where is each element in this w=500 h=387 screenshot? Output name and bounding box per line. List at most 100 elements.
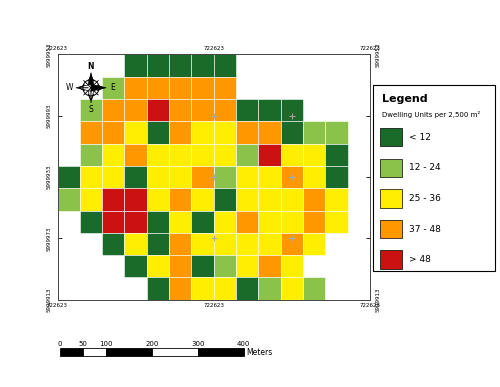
Text: 722623: 722623 <box>47 46 68 51</box>
Bar <box>102 233 124 255</box>
Bar <box>192 277 214 300</box>
Bar <box>102 188 124 211</box>
Bar <box>192 121 214 144</box>
Bar <box>258 277 280 300</box>
Bar <box>147 77 169 99</box>
Bar <box>258 255 280 277</box>
Text: S: S <box>88 105 94 114</box>
Bar <box>124 166 147 188</box>
Text: 5999953: 5999953 <box>376 42 380 67</box>
Bar <box>236 121 258 144</box>
Bar <box>280 255 303 277</box>
Bar <box>258 144 280 166</box>
Bar <box>124 255 147 277</box>
Text: 5999913: 5999913 <box>376 288 380 312</box>
Text: 300: 300 <box>191 341 204 347</box>
Bar <box>303 188 326 211</box>
Bar <box>214 99 236 121</box>
Bar <box>169 54 192 77</box>
Bar <box>214 144 236 166</box>
Text: 5999953: 5999953 <box>47 42 52 67</box>
Bar <box>147 188 169 211</box>
Bar <box>326 144 347 166</box>
Text: W: W <box>66 83 73 92</box>
Text: 12 - 24: 12 - 24 <box>409 163 441 172</box>
Text: 722623: 722623 <box>203 46 224 51</box>
Bar <box>214 121 236 144</box>
Bar <box>236 144 258 166</box>
Bar <box>192 54 214 77</box>
Bar <box>380 220 402 238</box>
Bar <box>303 211 326 233</box>
Bar <box>169 255 192 277</box>
Bar <box>147 144 169 166</box>
Bar <box>80 211 102 233</box>
Bar <box>124 144 147 166</box>
Bar <box>192 77 214 99</box>
Bar <box>280 188 303 211</box>
Bar <box>169 121 192 144</box>
Text: 400: 400 <box>237 341 250 347</box>
Bar <box>280 233 303 255</box>
Bar <box>169 188 192 211</box>
Text: 200: 200 <box>145 341 158 347</box>
Bar <box>236 211 258 233</box>
Bar <box>102 77 124 99</box>
Bar <box>280 166 303 188</box>
Bar <box>147 277 169 300</box>
Bar <box>192 255 214 277</box>
Bar <box>214 77 236 99</box>
Bar <box>83 348 106 356</box>
Bar <box>124 99 147 121</box>
Text: 5999973: 5999973 <box>47 226 52 251</box>
Bar <box>102 99 124 121</box>
Text: 722623: 722623 <box>47 303 68 308</box>
Bar <box>236 166 258 188</box>
Bar <box>258 211 280 233</box>
Bar <box>214 277 236 300</box>
Bar <box>124 211 147 233</box>
Bar <box>192 211 214 233</box>
Bar <box>169 277 192 300</box>
Bar <box>169 211 192 233</box>
Text: 722623: 722623 <box>360 303 380 308</box>
Bar <box>147 54 169 77</box>
Bar <box>124 77 147 99</box>
Text: 0: 0 <box>58 341 62 347</box>
Bar <box>124 54 147 77</box>
Text: 722623: 722623 <box>360 46 380 51</box>
Polygon shape <box>88 73 94 88</box>
Bar <box>326 166 347 188</box>
Text: 5999973: 5999973 <box>376 226 380 251</box>
Text: > 48: > 48 <box>409 255 431 264</box>
Bar <box>380 128 402 146</box>
Bar <box>258 188 280 211</box>
Bar <box>58 188 80 211</box>
Text: 5999913: 5999913 <box>47 288 52 312</box>
Bar <box>80 121 102 144</box>
Bar <box>169 166 192 188</box>
Bar <box>124 121 147 144</box>
Text: < 12: < 12 <box>409 133 431 142</box>
Polygon shape <box>91 84 106 91</box>
Bar <box>102 211 124 233</box>
Bar <box>258 121 280 144</box>
Bar <box>80 144 102 166</box>
Bar <box>192 166 214 188</box>
Bar <box>214 188 236 211</box>
Bar <box>303 121 326 144</box>
Bar <box>214 211 236 233</box>
Bar <box>192 144 214 166</box>
FancyBboxPatch shape <box>372 85 495 271</box>
Bar <box>303 277 326 300</box>
Bar <box>303 166 326 188</box>
Bar <box>214 54 236 77</box>
Text: Meters: Meters <box>246 348 272 356</box>
Bar <box>106 348 152 356</box>
Text: 50: 50 <box>78 341 87 347</box>
Bar <box>147 99 169 121</box>
Bar <box>152 348 198 356</box>
Text: 25 - 36: 25 - 36 <box>409 194 441 203</box>
Bar <box>280 144 303 166</box>
Bar <box>280 121 303 144</box>
